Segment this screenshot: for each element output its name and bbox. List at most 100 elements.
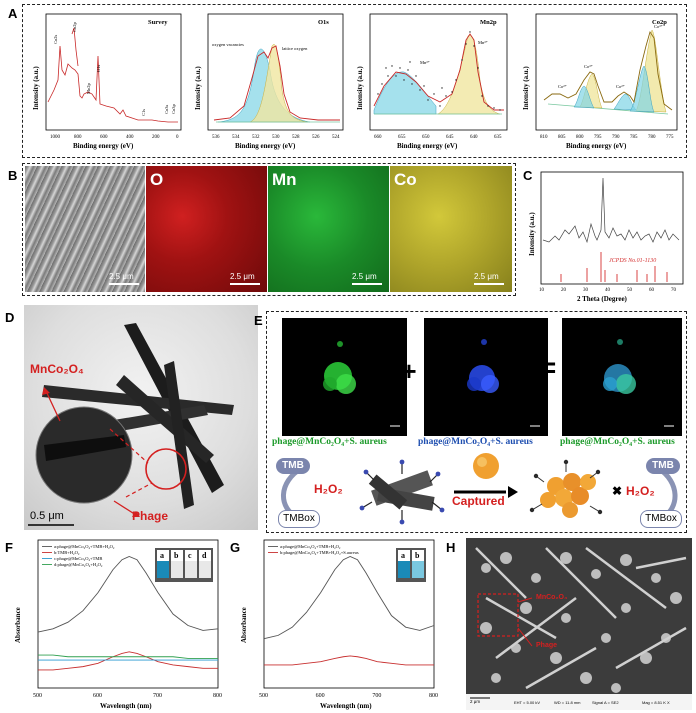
co2p-tick: 780 bbox=[648, 135, 656, 140]
tem-label-compound: MnCo₂O₄ bbox=[30, 362, 84, 376]
uvvis-chart-g: a:phage@MnCo₂O₄+TMB+H₂O₂ b:phage@MnCo₂O₄+… bbox=[236, 538, 440, 710]
peak-mn2p: Mn2p bbox=[86, 82, 91, 94]
sem-footer-signal: Signal A = SE2 bbox=[592, 700, 619, 705]
xps-mn2p-plot: Mn2p Mn³⁺ Mn³⁺ 660 655 650 645 640 635 B… bbox=[352, 10, 512, 150]
tem-scale: 0.5 μm bbox=[30, 510, 64, 522]
chart-f-ylabel: Absorbance bbox=[14, 607, 22, 643]
co2p-xlabel: Binding energy (eV) bbox=[566, 142, 627, 150]
panel-b-label: B bbox=[8, 168, 18, 183]
sem-footer-wd: WD = 11.8 mm bbox=[554, 700, 581, 705]
vial-b bbox=[171, 550, 183, 578]
mn2p-ylabel: Intensity (a.u.) bbox=[356, 66, 364, 110]
survey-tick: 200 bbox=[152, 135, 160, 140]
peak-co3s: Co3s bbox=[164, 104, 169, 114]
mn2p-ann-2: Mn³⁺ bbox=[478, 40, 489, 45]
mn2p-xlabel: Binding energy (eV) bbox=[397, 142, 458, 150]
tmbox-right: TMBox bbox=[640, 510, 682, 528]
co2p-tick: 800 bbox=[576, 135, 584, 140]
xrd-tick: 50 bbox=[627, 288, 633, 293]
mn2p-tick: 640 bbox=[470, 135, 478, 140]
scale-label: 2.5 μm bbox=[352, 272, 377, 281]
x-tick-label: 600 bbox=[316, 693, 325, 699]
xrd-plot: JCPDS No.01-1130 10 20 30 40 50 60 70 2 … bbox=[525, 170, 690, 305]
eds-o-map: O 2.5 μm bbox=[146, 166, 267, 292]
eds-mn-label: Mn bbox=[272, 170, 297, 189]
xrd-tick: 70 bbox=[671, 288, 677, 293]
vial-d bbox=[199, 550, 211, 578]
eds-co-label: Co bbox=[394, 170, 417, 189]
tmb-left: TMB bbox=[276, 458, 310, 474]
o1s-tick: 532 bbox=[252, 135, 260, 140]
inset-label: d bbox=[202, 551, 207, 560]
confocal-blue bbox=[424, 318, 548, 436]
survey-ylabel: Intensity (a.u.) bbox=[32, 66, 40, 110]
tem-image: MnCo₂O₄ Phage 0.5 μm bbox=[24, 305, 258, 530]
vial-a bbox=[157, 550, 169, 578]
mn2p-tick: 655 bbox=[398, 135, 406, 140]
co2p-ann-4: Co³⁺ bbox=[654, 24, 664, 29]
inset-label: b bbox=[415, 551, 420, 560]
xrd-tick: 60 bbox=[649, 288, 655, 293]
peak-co2s: Co2s bbox=[53, 34, 58, 44]
x-tick-label: 800 bbox=[213, 693, 222, 699]
confocal-merge bbox=[562, 318, 682, 436]
chart-g-ylabel: Absorbance bbox=[240, 607, 248, 643]
chart-f-svg: a:phage@MnCo₂O₄+TMB+H₂O₂b:TMB+H₂O₂c:phag… bbox=[14, 539, 222, 710]
co2p-tick: 775 bbox=[666, 135, 674, 140]
chart-g-xlabel: Wavelength (nm) bbox=[320, 702, 372, 710]
o1s-title: O1s bbox=[318, 19, 329, 26]
panel-a-label: A bbox=[8, 6, 18, 21]
captured-label: Captured bbox=[452, 494, 505, 508]
eds-o-label: O bbox=[150, 170, 164, 189]
vial-b bbox=[412, 550, 424, 578]
x-tick-label: 700 bbox=[372, 693, 381, 699]
legend-label-2: c:phage@MnCo₂O₄+TMB bbox=[54, 556, 102, 561]
mn2p-ann-1: Mn³⁺ bbox=[420, 60, 431, 65]
legend-label-1: b:phage@MnCo₂O₄+TMB+H₂O₂+S.aureus bbox=[280, 550, 359, 555]
tem-label-phage: Phage bbox=[132, 509, 169, 523]
series-line-0 bbox=[263, 555, 435, 640]
caption-merge: phage@MnCo₂O₄+S. aureus bbox=[560, 437, 675, 447]
xrd-ylabel: Intensity (a.u.) bbox=[528, 212, 536, 256]
chart-f-xlabel: Wavelength (nm) bbox=[100, 702, 152, 710]
o1s-tick: 524 bbox=[332, 135, 340, 140]
x-tick-label: 700 bbox=[153, 693, 162, 699]
scale-label: 2.5 μm bbox=[109, 272, 134, 281]
series-line-1 bbox=[264, 655, 434, 666]
xrd-tick: 20 bbox=[561, 288, 567, 293]
xrd-ref-lines bbox=[560, 252, 668, 282]
survey-tick: 600 bbox=[100, 135, 108, 140]
uvvis-chart-f: a:phage@MnCo₂O₄+TMB+H₂O₂ b:TMB+H₂O₂ c:phag… bbox=[10, 538, 222, 710]
caption-green: phage@MnCo₂O₄+S. aureus bbox=[272, 437, 387, 447]
mn2p-tick: 645 bbox=[446, 135, 454, 140]
schematic: TMB TMBox H₂O₂ Captured ✖ H₂O₂ TMB TMBox bbox=[274, 452, 684, 530]
co2p-tick: 795 bbox=[594, 135, 602, 140]
co2p-tick: 790 bbox=[612, 135, 620, 140]
scale-bar bbox=[109, 283, 139, 285]
peak-co3p: Co3p bbox=[171, 103, 176, 114]
mn2p-title: Mn2p bbox=[480, 19, 497, 26]
x-tick-label: 500 bbox=[259, 693, 268, 699]
series-line-1 bbox=[38, 651, 218, 671]
legend-label-0: a:phage@MnCo₂O₄+TMB+H₂O₂ bbox=[280, 544, 341, 549]
tem-highlight-circle bbox=[145, 448, 187, 490]
plus-sign: + bbox=[401, 356, 417, 386]
panel-e-label: E bbox=[254, 313, 263, 328]
survey-tick: 400 bbox=[126, 135, 134, 140]
peak-c1s: C1s bbox=[141, 109, 146, 116]
o1s-ann-vacancies: oxygen vacancies bbox=[212, 42, 244, 47]
o1s-ann-lattice: lattice oxygen bbox=[282, 46, 308, 51]
inset-f: a b c d bbox=[155, 548, 213, 582]
survey-xlabel: Binding energy (eV) bbox=[73, 142, 134, 150]
sem-image-h: MnCo₂O₄ Phage 2 μm EHT = 5.00 kV WD = 11… bbox=[466, 538, 692, 710]
o1s-tick: 534 bbox=[232, 135, 240, 140]
x-tick-label: 500 bbox=[33, 693, 42, 699]
inset-label: b bbox=[174, 551, 179, 560]
legend-label-3: d:phage@MnCo₂O₄+H₂O₂ bbox=[54, 562, 103, 567]
o1s-xlabel: Binding energy (eV) bbox=[235, 142, 296, 150]
o1s-tick: 536 bbox=[212, 135, 220, 140]
eds-co-map: Co 2.5 μm bbox=[390, 166, 512, 292]
panel-e-frame bbox=[266, 311, 687, 533]
xrd-tick: 40 bbox=[605, 288, 611, 293]
inset-label: c bbox=[188, 551, 192, 560]
